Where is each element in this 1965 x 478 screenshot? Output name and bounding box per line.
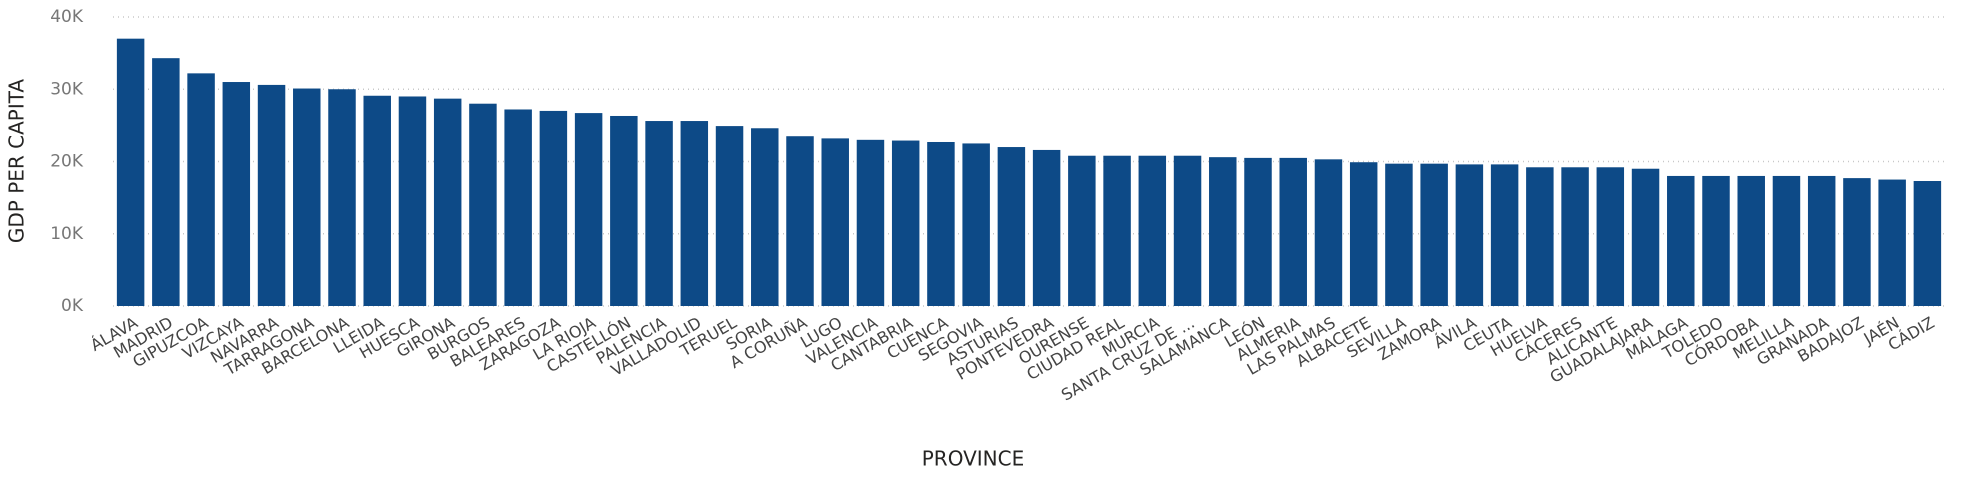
bar xyxy=(116,38,145,307)
bar xyxy=(927,141,955,306)
bar xyxy=(610,115,638,306)
bar xyxy=(1702,175,1730,306)
bar xyxy=(1561,167,1589,306)
bar xyxy=(1455,164,1484,306)
bar xyxy=(1807,175,1836,306)
bar xyxy=(1737,175,1765,306)
bar xyxy=(398,96,427,306)
bar xyxy=(680,121,709,306)
bar xyxy=(504,109,532,306)
bar xyxy=(1772,175,1801,306)
bar xyxy=(1913,181,1942,306)
bar xyxy=(1103,155,1131,306)
bar xyxy=(187,73,215,306)
y-tick-label: 30K xyxy=(50,79,84,99)
bar xyxy=(821,138,849,306)
bar xyxy=(751,128,779,306)
bar xyxy=(1631,168,1660,306)
bar xyxy=(962,143,990,306)
bar xyxy=(786,136,814,306)
bar xyxy=(293,88,321,306)
bar xyxy=(433,98,462,306)
bar xyxy=(1173,155,1202,306)
bar xyxy=(574,113,603,306)
bar xyxy=(1349,162,1378,306)
bar xyxy=(1843,178,1871,306)
bar xyxy=(1526,167,1554,306)
bar xyxy=(1244,157,1272,306)
bar xyxy=(1385,163,1413,306)
bar xyxy=(856,139,885,306)
bar xyxy=(1596,167,1625,306)
bar xyxy=(469,103,497,306)
y-tick-label: 10K xyxy=(50,224,84,244)
bar xyxy=(1420,163,1448,306)
bar xyxy=(997,147,1026,306)
bar xyxy=(539,110,568,306)
bar xyxy=(1032,149,1061,306)
bar xyxy=(363,95,391,306)
y-tick-label: 20K xyxy=(50,152,84,172)
bar xyxy=(1878,179,1906,306)
bar xyxy=(1667,175,1695,306)
x-axis-title: PROVINCE xyxy=(922,447,1025,471)
y-tick-label: 40K xyxy=(50,7,84,27)
bar xyxy=(1279,157,1307,306)
y-axis-title: GDP PER CAPITA xyxy=(5,79,29,244)
bar xyxy=(715,126,744,306)
bar xyxy=(152,58,180,307)
bar xyxy=(1068,155,1096,306)
bar xyxy=(257,84,286,306)
bar xyxy=(645,121,673,306)
bar xyxy=(328,89,356,306)
bar xyxy=(222,82,251,307)
bar xyxy=(891,140,920,306)
bar xyxy=(1209,157,1237,306)
y-tick-label: 0K xyxy=(61,296,84,316)
bar xyxy=(1314,159,1343,306)
bar xyxy=(1138,155,1167,306)
bar xyxy=(1490,164,1519,306)
